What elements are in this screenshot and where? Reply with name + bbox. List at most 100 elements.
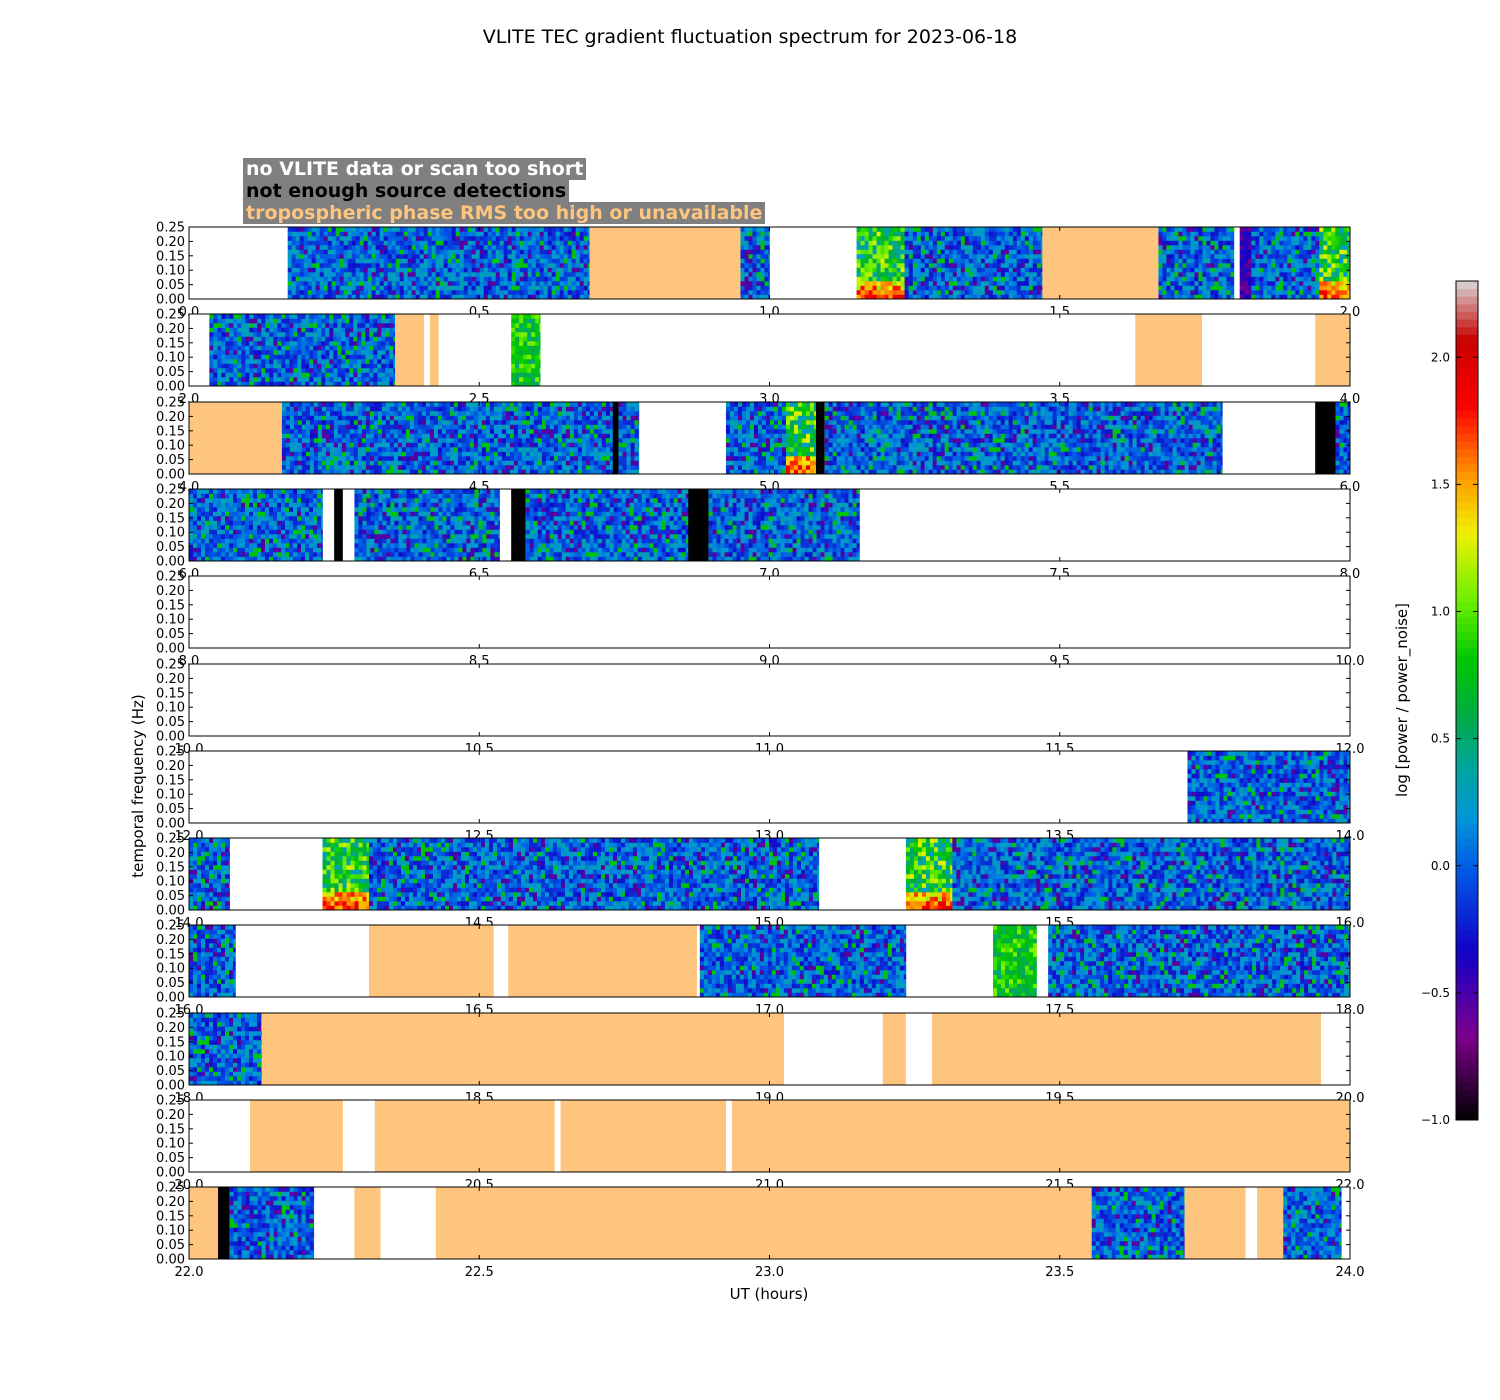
- spectrum-cell: [293, 433, 299, 439]
- spectrum-cell: [349, 447, 355, 452]
- spectrum-cell: [403, 245, 408, 250]
- spectrum-cell: [337, 415, 343, 421]
- spectrum-cell: [371, 227, 376, 232]
- spectrum-cell: [1283, 267, 1288, 273]
- spectrum-cell: [517, 406, 523, 412]
- spectrum-cell: [245, 381, 250, 387]
- spectrum-cell: [467, 290, 472, 295]
- spectrum-cell: [884, 254, 889, 259]
- spectrum-cell: [469, 451, 475, 457]
- spectrum-cell: [371, 240, 376, 246]
- spectrum-cell: [297, 377, 302, 382]
- spectrum-cell: [293, 442, 299, 448]
- spectrum-cell: [393, 451, 399, 457]
- spectrum-cell: [301, 411, 307, 416]
- spectrum-cell: [403, 285, 408, 291]
- spectrum-cell: [1178, 272, 1183, 277]
- spectrum-cell: [764, 240, 769, 246]
- spectrum-cell: [964, 290, 970, 295]
- spectrum-cell: [373, 359, 378, 364]
- spectrum-cell: [1303, 227, 1308, 232]
- spectrum-cell: [1028, 254, 1034, 259]
- spectrum-cell: [1319, 290, 1324, 295]
- spectrum-cell: [523, 359, 528, 364]
- spectrum-cell: [237, 345, 242, 351]
- spectrum-cell: [431, 258, 436, 264]
- spectrum-cell: [451, 290, 456, 295]
- spectrum-cell: [928, 249, 934, 255]
- spectrum-cell: [213, 363, 218, 369]
- spectrum-cell: [567, 290, 572, 295]
- spectrum-cell: [507, 285, 512, 291]
- spectrum-cell: [509, 424, 515, 430]
- spectrum-cell: [531, 285, 536, 291]
- spectrum-cell: [744, 258, 749, 264]
- spectrum-cell: [533, 420, 539, 425]
- spectrum-cell: [1012, 258, 1018, 264]
- spectrum-cell: [487, 263, 492, 268]
- spectrum-cell: [453, 451, 459, 457]
- spectrum-cell: [343, 276, 348, 282]
- spectrum-cell: [1299, 249, 1304, 255]
- spectrum-cell: [433, 460, 439, 466]
- spectrum-cell: [237, 318, 242, 324]
- spectrum-cell: [465, 469, 471, 475]
- spectrum-cell: [1036, 254, 1042, 259]
- spectrum-cell: [1174, 231, 1179, 237]
- spectrum-cell: [253, 336, 258, 342]
- spectrum-cell: [389, 438, 395, 443]
- spectrum-cell: [984, 231, 990, 237]
- spectrum-cell: [531, 327, 536, 333]
- spectrum-cell: [1218, 276, 1223, 282]
- spectrum-cell: [768, 281, 770, 286]
- spectrum-cell: [521, 406, 527, 412]
- spectrum-cell: [1032, 231, 1038, 237]
- spectrum-cell: [924, 231, 930, 237]
- spectrum-cell: [415, 227, 420, 232]
- spectrum-cell: [1032, 281, 1038, 286]
- spectrum-cell: [435, 231, 440, 237]
- spectrum-cell: [519, 267, 524, 273]
- spectrum-cell: [513, 469, 519, 475]
- spectrum-cell: [1251, 231, 1256, 237]
- spectrum-cell: [1012, 227, 1018, 232]
- spectrum-cell: [385, 456, 391, 461]
- spectrum-cell: [1032, 227, 1038, 232]
- spectrum-cell: [397, 456, 403, 461]
- spectrum-cell: [860, 294, 865, 300]
- spectrum-cell: [1158, 290, 1163, 295]
- spectrum-cell: [445, 447, 451, 452]
- spectrum-cell: [261, 354, 266, 360]
- spectrum-cell: [397, 424, 403, 430]
- spectrum-cell: [1291, 294, 1296, 300]
- spectrum-cell: [309, 429, 315, 434]
- spectrum-cell: [964, 254, 970, 259]
- spectrum-cell: [413, 411, 419, 416]
- spectrum-cell: [1000, 231, 1006, 237]
- spectrum-cell: [535, 350, 540, 355]
- spectrum-cell: [988, 227, 994, 232]
- spectrum-cell: [341, 377, 346, 382]
- spectrum-cell: [439, 272, 444, 277]
- spectrum-cell: [511, 294, 516, 300]
- spectrum-cell: [361, 341, 366, 346]
- spectrum-cell: [856, 294, 861, 300]
- spectrum-cell: [225, 363, 230, 369]
- spectrum-cell: [337, 350, 342, 355]
- spectrum-cell: [984, 290, 990, 295]
- spectrum-cell: [407, 290, 412, 295]
- spectrum-cell: [327, 231, 332, 237]
- spectrum-cell: [341, 314, 346, 319]
- spectrum-cell: [1287, 267, 1292, 273]
- spectrum-cell: [297, 354, 302, 360]
- spectrum-cell: [313, 411, 319, 416]
- spectrum-cell: [341, 359, 346, 364]
- spectrum-cell: [385, 363, 390, 369]
- spectrum-cell: [321, 372, 326, 378]
- spectrum-cell: [1166, 227, 1171, 232]
- spectrum-cell: [1247, 263, 1252, 268]
- spectrum-cell: [209, 381, 214, 387]
- spectrum-cell: [237, 323, 242, 328]
- spectrum-cell: [1012, 290, 1018, 295]
- spectrum-cell: [1307, 272, 1312, 277]
